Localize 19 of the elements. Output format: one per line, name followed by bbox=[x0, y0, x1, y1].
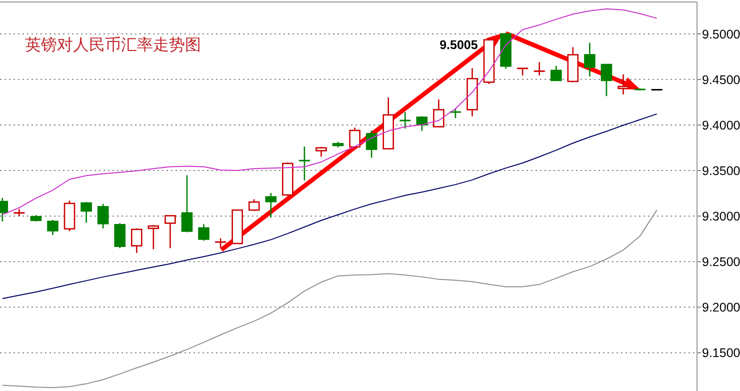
y-tick-label: 9.3000 bbox=[702, 210, 740, 224]
line-series bbox=[2, 210, 658, 388]
candlestick bbox=[298, 146, 311, 182]
candlestick bbox=[265, 192, 277, 218]
y-tick-label: 9.5000 bbox=[702, 27, 740, 42]
text: 英镑对人民币汇率走势图 bbox=[25, 35, 201, 54]
y-tick-label: 9.2000 bbox=[702, 300, 740, 315]
candlestick bbox=[618, 74, 629, 96]
y-tick-label: 9.1500 bbox=[702, 346, 740, 360]
candlestick bbox=[466, 68, 478, 117]
y-tick-label: 9.4000 bbox=[702, 118, 740, 132]
y-tick-label: 9.2500 bbox=[702, 255, 740, 270]
annotation: 9.5005 bbox=[440, 38, 478, 52]
line-series bbox=[2, 8, 658, 216]
candlestick bbox=[584, 42, 596, 78]
line-series bbox=[2, 113, 658, 300]
candlestick bbox=[533, 61, 546, 76]
y-tick-label: 9.4500 bbox=[702, 72, 740, 87]
y-tick-label: 9.3500 bbox=[702, 164, 740, 178]
